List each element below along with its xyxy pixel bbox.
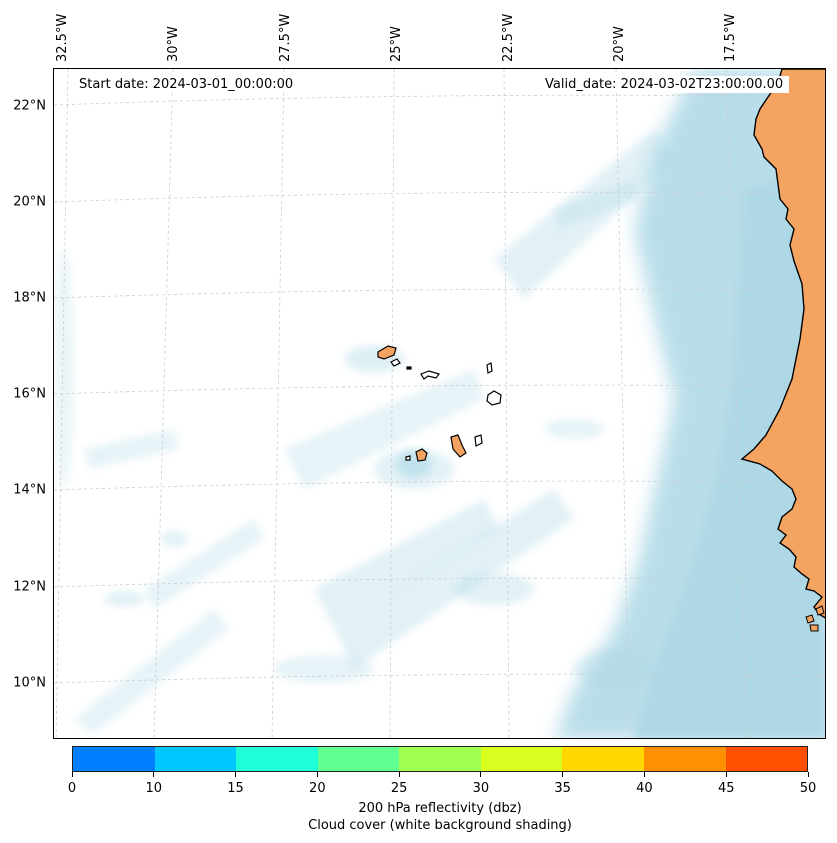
meridian-30w: [153, 69, 174, 738]
colorbar-tick-label: 0: [67, 781, 77, 796]
lat-label-20n: 20°N: [13, 194, 46, 210]
colorbar-segment: [399, 747, 481, 771]
meridian-27-5w: [271, 69, 285, 738]
valid-date-label: Valid_date: 2024-03-02T23:00:00.00: [539, 76, 790, 93]
lon-label-27-5w: 27.5°W: [278, 13, 293, 62]
cloud-streak-3: [314, 499, 499, 629]
colorbar-tick: [235, 772, 237, 777]
colorbar-tick: [807, 772, 809, 777]
cloud-streak-2: [284, 369, 484, 489]
island-santo-antao: [377, 345, 397, 360]
cape-verde-islands: [377, 345, 502, 462]
cloud-streak-7: [84, 429, 179, 469]
colorbar-tick: [725, 772, 727, 777]
parallel-16n: [54, 384, 825, 395]
bissagos-island-2: [805, 614, 815, 624]
parallel-18n: [54, 288, 825, 299]
parallel-20n: [54, 191, 825, 203]
meridian-20w: [615, 69, 630, 738]
colorbar: [72, 746, 808, 772]
colorbar-tick: [316, 772, 318, 777]
island-santa-luzia: [406, 366, 412, 370]
start-date-label: Start date: 2024-03-01_00:00:00: [73, 76, 300, 93]
cloud-blob-7: [574, 649, 654, 689]
colorbar-segment: [154, 747, 237, 771]
lon-label-32-5w: 32.5°W: [55, 13, 70, 62]
graticule: [54, 69, 825, 738]
colorbar-segment: [73, 747, 155, 771]
cloud-streak-5: [74, 609, 229, 734]
lat-label-18n: 18°N: [13, 290, 46, 306]
cloud-cover-layer: [54, 69, 825, 738]
colorbar-tick-label: 10: [145, 781, 163, 796]
lon-label-22-5w: 22.5°W: [501, 13, 516, 62]
cloud-blob-8: [454, 573, 534, 605]
cloud-blob-5: [54, 249, 74, 489]
colorbar-tick-label: 40: [636, 781, 653, 796]
colorbar-tick-label: 20: [309, 781, 326, 796]
lat-label-22n: 22°N: [13, 98, 46, 114]
bissagos-island-1: [815, 605, 825, 616]
cloud-streak-8: [554, 179, 639, 229]
meridian-22-5w: [503, 69, 510, 738]
colorbar-segment: [236, 747, 318, 771]
lat-label-10n: 10°N: [13, 675, 46, 691]
colorbar-tick: [153, 772, 155, 777]
island-maio: [474, 434, 483, 447]
africa-mainland: [740, 69, 825, 619]
colorbar-tick: [643, 772, 645, 777]
lat-label-14n: 14°N: [13, 482, 46, 498]
colorbar-label: 200 hPa reflectivity (dbz): [358, 801, 522, 816]
lat-label-16n: 16°N: [13, 386, 46, 402]
lon-label-17-5w: 17.5°W: [723, 13, 738, 62]
parallel-22n: [54, 94, 825, 106]
lon-label-30w: 30°W: [166, 26, 181, 62]
island-sao-nicolau: [420, 370, 440, 380]
colorbar-tick-label: 45: [717, 781, 735, 796]
cloud-band-east-core: [634, 169, 825, 738]
cloud-blob-6: [274, 655, 374, 683]
colorbar-segment: [480, 747, 563, 771]
colorbar-tick-label: 25: [390, 781, 408, 796]
parallel-14n: [54, 480, 825, 491]
meridian-17-5w: [725, 69, 748, 738]
colorbar-tick: [562, 772, 564, 777]
map-panel: [53, 68, 826, 739]
colorbar-segment: [562, 747, 644, 771]
cloud-blob-4: [544, 419, 604, 439]
bissagos-island-3: [809, 624, 819, 632]
island-brava: [405, 455, 411, 461]
colorbar-tick: [480, 772, 482, 777]
colorbar-tick-label: 35: [554, 781, 571, 796]
colorbar-segment: [317, 747, 400, 771]
lon-label-20w: 20°W: [612, 26, 627, 62]
cloud-streak-6: [144, 519, 264, 609]
colorbar-tick: [398, 772, 400, 777]
parallel-12n: [54, 577, 825, 588]
parallel-10n: [54, 673, 825, 684]
colorbar-tick-label: 30: [472, 781, 490, 796]
cloud-blob-9: [104, 591, 144, 607]
colorbar-tick-label: 15: [227, 781, 244, 796]
bissagos-islands: [805, 605, 825, 632]
lon-label-25w: 25°W: [389, 26, 404, 62]
cloud-blob-10: [160, 531, 188, 547]
meridian-32-5w: [55, 69, 69, 738]
colorbar-tick-label: 50: [799, 781, 817, 796]
lat-label-12n: 12°N: [13, 579, 46, 595]
colorbar-segment: [725, 747, 808, 771]
colorbar-segment: [643, 747, 726, 771]
island-fogo: [415, 448, 428, 462]
island-sao-vicente: [390, 358, 401, 367]
colorbar-sublabel: Cloud cover (white background shading): [308, 818, 572, 833]
colorbar-tick: [71, 772, 73, 777]
cloud-streak-4: [334, 489, 574, 669]
island-sal: [486, 362, 493, 374]
island-santiago: [450, 434, 467, 458]
meridian-25w: [389, 69, 395, 738]
map-canvas: [54, 69, 825, 738]
island-boa-vista: [486, 390, 502, 406]
